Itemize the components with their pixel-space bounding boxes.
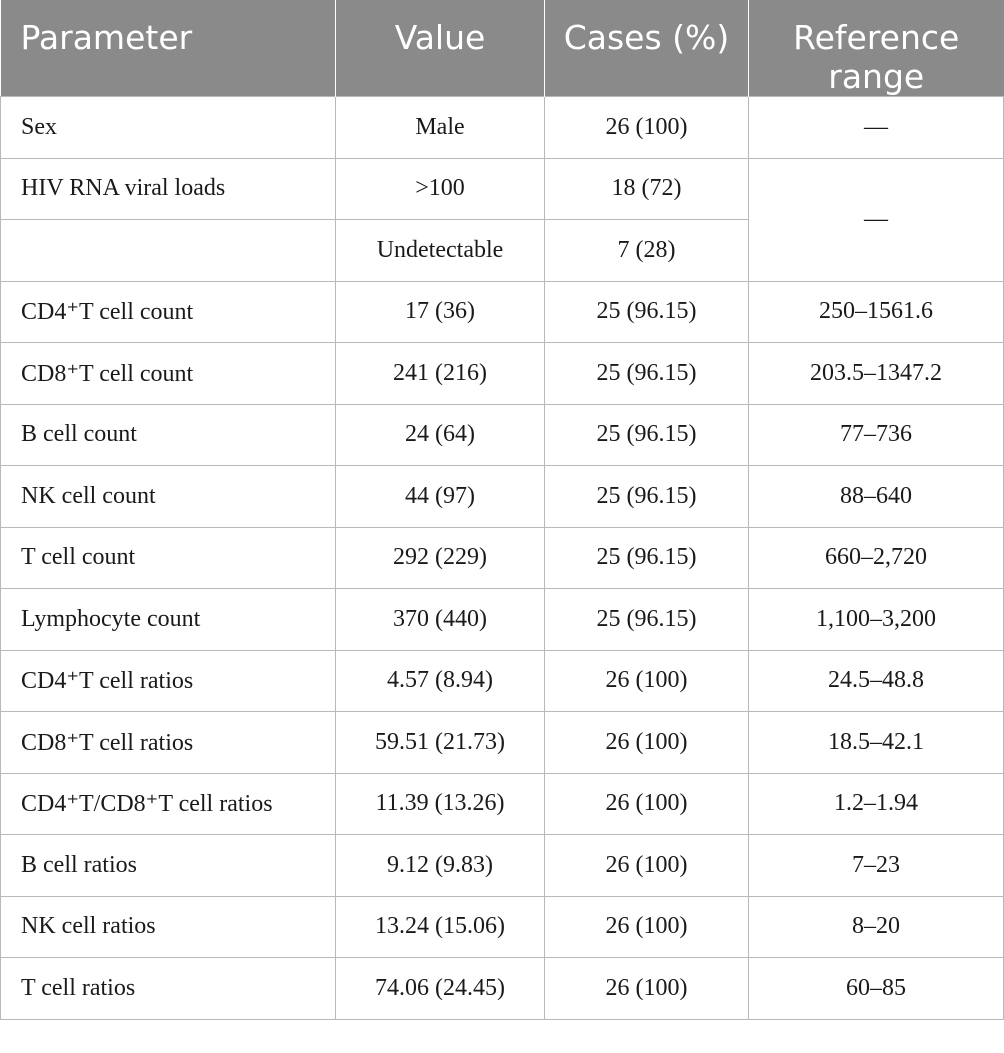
cell-reference: 660–2,720 (748, 526, 1004, 589)
cell-value: 4.57 (8.94) (335, 649, 545, 712)
cell-cases: 18 (72) (544, 157, 749, 220)
cell-reference: 60–85 (748, 957, 1004, 1020)
cell-value: Undetectable (335, 219, 545, 282)
cell-value: 9.12 (9.83) (335, 834, 545, 897)
cell-cases: 25 (96.15) (544, 526, 749, 589)
cell-reference: 24.5–48.8 (748, 649, 1004, 712)
header-cases: Cases (%) (544, 0, 749, 97)
cell-value: >100 (335, 157, 545, 220)
cell-value: 74.06 (24.45) (335, 957, 545, 1020)
cell-value: 24 (64) (335, 403, 545, 466)
table-row: NK cell ratios 13.24 (15.06) 26 (100) 8–… (0, 895, 1004, 958)
cell-parameter: CD8⁺T cell count (0, 342, 336, 405)
cell-cases: 25 (96.15) (544, 403, 749, 466)
cell-value: 13.24 (15.06) (335, 895, 545, 958)
table-row: B cell count 24 (64) 25 (96.15) 77–736 (0, 403, 1004, 466)
table-row: CD4⁺T cell ratios 4.57 (8.94) 26 (100) 2… (0, 649, 1004, 712)
cell-parameter: T cell count (0, 526, 336, 589)
header-value: Value (335, 0, 545, 97)
table-header: Parameter Value Cases (%) Reference rang… (0, 0, 1004, 97)
cell-cases: 26 (100) (544, 649, 749, 712)
table-row: HIV RNA viral loads >100 18 (72) — (0, 157, 1004, 282)
cell-reference: 88–640 (748, 465, 1004, 528)
table-row: Sex Male 26 (100) — (0, 96, 1004, 159)
cell-cases: 26 (100) (544, 772, 749, 835)
cell-parameter: Sex (0, 96, 336, 159)
cell-cases: 26 (100) (544, 834, 749, 897)
cell-reference: 1.2–1.94 (748, 772, 1004, 835)
cell-value: 292 (229) (335, 526, 545, 589)
cell-cases: 25 (96.15) (544, 342, 749, 405)
cell-reference: — (748, 157, 1004, 282)
cell-reference: 18.5–42.1 (748, 711, 1004, 774)
cell-reference: 1,100–3,200 (748, 588, 1004, 651)
cell-value: 11.39 (13.26) (335, 772, 545, 835)
cell-reference: 203.5–1347.2 (748, 342, 1004, 405)
cell-reference: 7–23 (748, 834, 1004, 897)
cell-parameter: T cell ratios (0, 957, 336, 1020)
table-row: T cell count 292 (229) 25 (96.15) 660–2,… (0, 526, 1004, 589)
cell-parameter: NK cell count (0, 465, 336, 528)
cell-reference: 77–736 (748, 403, 1004, 466)
cell-value: 59.51 (21.73) (335, 711, 545, 774)
cell-cases: 7 (28) (544, 219, 749, 282)
cell-parameter: CD8⁺T cell ratios (0, 711, 336, 774)
cell-cases: 26 (100) (544, 96, 749, 159)
table-row: Lymphocyte count 370 (440) 25 (96.15) 1,… (0, 588, 1004, 651)
table-row: CD4⁺T/CD8⁺T cell ratios 11.39 (13.26) 26… (0, 772, 1004, 835)
cell-parameter: CD4⁺T/CD8⁺T cell ratios (0, 772, 336, 835)
cell-value: 241 (216) (335, 342, 545, 405)
cell-reference: — (748, 96, 1004, 159)
cell-parameter: CD4⁺T cell ratios (0, 649, 336, 712)
cell-value: 370 (440) (335, 588, 545, 651)
cell-cases: 25 (96.15) (544, 465, 749, 528)
cell-parameter: HIV RNA viral loads (0, 157, 336, 220)
cell-value: Male (335, 96, 545, 159)
cell-value: 17 (36) (335, 280, 545, 343)
cell-parameter: B cell ratios (0, 834, 336, 897)
cell-cases: 26 (100) (544, 957, 749, 1020)
cell-cases: 25 (96.15) (544, 280, 749, 343)
cell-parameter: Lymphocyte count (0, 588, 336, 651)
cell-value: 44 (97) (335, 465, 545, 528)
table-row: CD4⁺T cell count 17 (36) 25 (96.15) 250–… (0, 280, 1004, 343)
cell-parameter: B cell count (0, 403, 336, 466)
data-table: Parameter Value Cases (%) Reference rang… (0, 0, 1004, 1020)
cell-parameter (0, 219, 336, 282)
cell-cases: 26 (100) (544, 895, 749, 958)
table-row: T cell ratios 74.06 (24.45) 26 (100) 60–… (0, 957, 1004, 1020)
header-reference-range: Reference range (748, 0, 1004, 97)
table-row: CD8⁺T cell ratios 59.51 (21.73) 26 (100)… (0, 711, 1004, 774)
cell-parameter: NK cell ratios (0, 895, 336, 958)
header-row: Parameter Value Cases (%) Reference rang… (0, 0, 1004, 97)
cell-reference: 250–1561.6 (748, 280, 1004, 343)
table-row: CD8⁺T cell count 241 (216) 25 (96.15) 20… (0, 342, 1004, 405)
table-row: NK cell count 44 (97) 25 (96.15) 88–640 (0, 465, 1004, 528)
cell-parameter: CD4⁺T cell count (0, 280, 336, 343)
table-row: B cell ratios 9.12 (9.83) 26 (100) 7–23 (0, 834, 1004, 897)
cell-reference: 8–20 (748, 895, 1004, 958)
header-parameter: Parameter (0, 0, 336, 97)
cell-cases: 25 (96.15) (544, 588, 749, 651)
cell-cases: 26 (100) (544, 711, 749, 774)
